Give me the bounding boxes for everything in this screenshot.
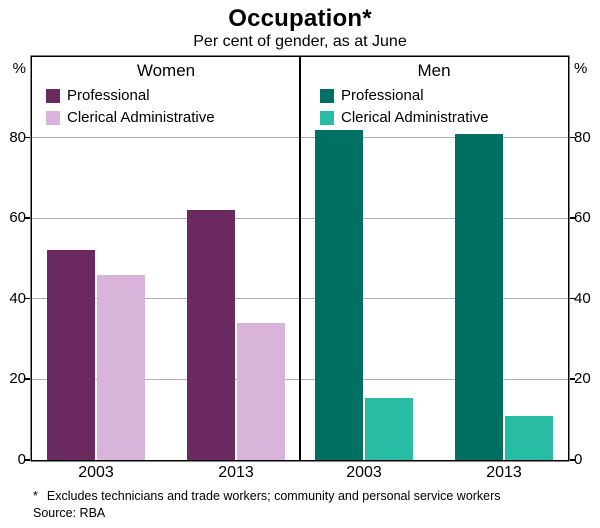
y-tick-label-left: 40 (9, 289, 26, 307)
footnote-marker: * (33, 489, 38, 503)
y-tick-mark-right (570, 217, 575, 219)
bar-men-clerical-2013 (505, 415, 553, 460)
legend-women: Professional Clerical Administrative (46, 87, 215, 126)
y-tick-label-right: 40 (574, 289, 591, 307)
y-tick-label-right: 80 (574, 128, 591, 146)
y-tick-label-right: 60 (574, 209, 591, 227)
plot-area: Women Men Professional Clerical Administ… (32, 57, 568, 460)
x-tick-label: 2013 (486, 464, 522, 481)
x-tick-label: 2003 (346, 464, 382, 481)
bar-women-professional-2003 (47, 250, 95, 460)
bar-women-clerical-2013 (237, 322, 285, 460)
footnote-text: Excludes technicians and trade workers; … (46, 489, 501, 503)
y-tick-label-left: 20 (9, 370, 26, 388)
y-tick-mark-left (25, 136, 30, 139)
bar-women-professional-2013 (187, 210, 235, 460)
legend-label-women-clerical: Clerical Administrative (67, 109, 215, 126)
panel-title-men: Men (417, 61, 451, 80)
y-tick-mark-left (25, 459, 30, 461)
panel-divider (299, 57, 301, 460)
y-tick-mark-right (570, 297, 575, 300)
legend-item: Clerical Administrative (320, 109, 489, 126)
legend-item: Professional (320, 87, 489, 104)
y-tick-mark-right (570, 459, 575, 461)
legend-item: Clerical Administrative (46, 109, 215, 126)
y-tick-label-left: 60 (9, 209, 26, 227)
legend-item: Professional (46, 87, 215, 104)
bar-men-professional-2003 (315, 129, 363, 460)
panel-title-women: Women (136, 61, 196, 80)
y-tick-label-right: 20 (574, 370, 591, 388)
legend-label-women-professional: Professional (67, 87, 150, 104)
legend-swatch-women-professional (46, 88, 60, 103)
legend-men: Professional Clerical Administrative (320, 87, 489, 126)
y-tick-label-right: 0 (574, 451, 583, 468)
chart-title: Occupation* (228, 5, 372, 32)
x-tick-label: 2003 (78, 464, 114, 481)
y-tick-mark-right (570, 378, 575, 380)
y-tick-mark-right (570, 136, 575, 139)
legend-swatch-women-clerical (46, 110, 60, 125)
bar-men-professional-2013 (455, 133, 503, 460)
y-tick-label-left: 0 (17, 451, 26, 468)
legend-swatch-men-clerical (320, 110, 334, 125)
y-tick-mark-left (25, 297, 30, 300)
legend-swatch-men-professional (320, 88, 334, 103)
bar-women-clerical-2003 (97, 274, 145, 460)
legend-label-men-professional: Professional (341, 87, 424, 104)
y-tick-mark-left (25, 217, 30, 219)
source-note: Source: RBA (33, 506, 106, 520)
y-axis-unit-left: % (12, 60, 26, 77)
bar-men-clerical-2003 (365, 397, 413, 460)
y-axis-unit-right: % (574, 60, 588, 77)
y-tick-mark-left (25, 378, 30, 380)
footnote: * Excludes technicians and trade workers… (33, 489, 593, 503)
x-tick-label: 2013 (218, 464, 254, 481)
legend-label-men-clerical: Clerical Administrative (341, 109, 489, 126)
chart-subtitle: Per cent of gender, as at June (193, 33, 407, 50)
y-tick-label-left: 80 (9, 128, 26, 146)
